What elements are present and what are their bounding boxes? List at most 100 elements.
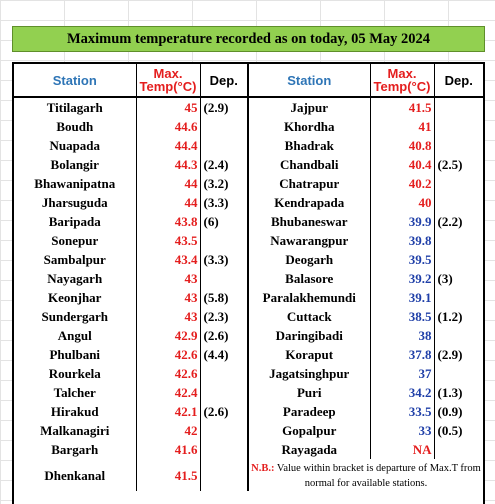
note-cell: N.B.: Value within bracket is departure … [248, 459, 483, 491]
station-name: Jagatsinghpur [269, 366, 350, 381]
footnote-label: N.B.: [251, 463, 275, 474]
station-name: Kendrapada [274, 195, 345, 210]
departure-value [200, 459, 249, 491]
max-temp-value: 44.3 [135, 155, 201, 174]
max-temp-value: 41.6 [135, 440, 201, 459]
departure-value [434, 440, 483, 459]
departure-value: (2.3) [200, 307, 249, 326]
departure-value: (5.8) [200, 288, 249, 307]
station-name: Jharsuguda [41, 195, 108, 210]
departure-value [434, 117, 483, 136]
station-name: Cuttack [286, 309, 332, 324]
max-temp-value: 43.4 [135, 250, 201, 269]
table-row: Dhenkanal 41.5 N.B.: Value within bracket … [14, 459, 483, 491]
station-name: Khordha [283, 119, 335, 134]
table-row: Sundergarh 43 (2.3) Cuttack 38.5 (1.2) [14, 307, 483, 326]
departure-value [434, 364, 483, 383]
max-temp-value: 37.8 [369, 345, 435, 364]
max-temp-value: 44 [135, 193, 201, 212]
max-temp-value: 38.5 [369, 307, 435, 326]
max-temp-value: 39.5 [369, 250, 435, 269]
departure-value [200, 117, 249, 136]
table-row: Jharsuguda 44 (3.3) Kendrapada 40 [14, 193, 483, 212]
departure-value: (0.5) [437, 423, 463, 438]
departure-value [200, 383, 249, 402]
station-name: Baripada [48, 214, 101, 229]
max-temp-value: 45 [135, 97, 201, 117]
departure-value: (3.3) [200, 250, 249, 269]
departure-value [434, 250, 483, 269]
departure-value: (3.3) [200, 193, 249, 212]
station-name: Chandbali [279, 157, 339, 172]
station-name: Malkanagiri [40, 423, 110, 438]
departure-value [434, 136, 483, 155]
table-row: Boudh 44.6 Khordha 41 [14, 117, 483, 136]
header-max-line2: Temp(°C) [139, 79, 197, 94]
max-temp-value: 43.8 [135, 212, 201, 231]
max-temp-value: 38 [369, 326, 435, 345]
max-temp-value: 42.6 [135, 364, 201, 383]
station-name: Deogarh [285, 252, 334, 267]
max-temp-value: 44.4 [135, 136, 201, 155]
station-name: Titilagarh [46, 100, 103, 115]
station-name: Nayagarh [47, 271, 103, 286]
max-temp-value: 33 [369, 421, 435, 440]
header-station-right: Station [248, 64, 370, 98]
departure-value: (2.9) [437, 347, 463, 362]
departure-value [434, 174, 483, 193]
station-name: Daringibadi [275, 328, 343, 343]
table-header-row: Station Max. Temp(°C) Dep. Station Max. … [14, 64, 483, 98]
station-name: Bhubaneswar [270, 214, 348, 229]
departure-value [434, 288, 483, 307]
departure-value: (2.6) [200, 402, 249, 421]
station-name: Rourkela [48, 366, 101, 381]
footnote-text: Value within bracket is departure of Max… [276, 463, 481, 489]
departure-value [434, 97, 483, 117]
max-temp-value: 43 [135, 288, 201, 307]
max-temp-value: 40.4 [369, 155, 435, 174]
max-temp-value: 42.6 [135, 345, 201, 364]
header-max-line1: Max. [153, 66, 183, 81]
departure-value [200, 440, 249, 459]
max-temp-value: 41 [369, 117, 435, 136]
departure-value [200, 231, 249, 250]
departure-value [200, 269, 249, 288]
departure-value [200, 421, 249, 440]
header-max-temp-left: Max. Temp(°C) [135, 64, 201, 98]
header-max-line1: Max. [387, 66, 417, 81]
departure-value [200, 364, 249, 383]
table-row: Bolangir 44.3 (2.4) Chandbali 40.4 (2.5) [14, 155, 483, 174]
departure-value: (2.4) [200, 155, 249, 174]
departure-value: (1.3) [437, 385, 463, 400]
max-temp-value: 44.6 [135, 117, 201, 136]
header-max-temp-right: Max. Temp(°C) [369, 64, 435, 98]
table-row: Angul 42.9 (2.6) Daringibadi 38 [14, 326, 483, 345]
station-name: Angul [57, 328, 92, 343]
station-name: Keonjhar [48, 290, 102, 305]
temperature-table-container: Station Max. Temp(°C) Dep. Station Max. … [12, 62, 485, 504]
table-row: Nuapada 44.4 Bhadrak 40.8 [14, 136, 483, 155]
station-name: Bhawanipatna [34, 176, 116, 191]
max-temp-value: 42 [135, 421, 201, 440]
station-name: Paralakhemundi [262, 290, 356, 305]
departure-value: (6) [200, 212, 249, 231]
departure-value: (0.9) [437, 404, 463, 419]
table-row: Talcher 42.4 Puri 34.2 (1.3) [14, 383, 483, 402]
max-temp-value: 39.1 [369, 288, 435, 307]
max-temp-value: 43 [135, 269, 201, 288]
max-temp-value: 42.4 [135, 383, 201, 402]
station-name: Sonepur [51, 233, 99, 248]
header-dep-right: Dep. [434, 64, 483, 98]
station-name: Dhenkanal [44, 467, 106, 483]
max-temp-value: 43.5 [135, 231, 201, 250]
departure-value [434, 193, 483, 212]
table-body: Titilagarh 45 (2.9) Jajpur 41.5 Boudh 44.6 Khor… [14, 97, 483, 491]
station-name: Rayagada [281, 442, 338, 457]
departure-value: (3) [437, 271, 453, 286]
table-row: Bhawanipatna 44 (3.2) Chatrapur 40.2 [14, 174, 483, 193]
max-temp-value: 34.2 [369, 383, 435, 402]
max-temp-value: 44 [135, 174, 201, 193]
station-name: Phulbani [49, 347, 101, 362]
max-temp-value: 39.2 [369, 269, 435, 288]
max-temp-value: 39.8 [369, 231, 435, 250]
